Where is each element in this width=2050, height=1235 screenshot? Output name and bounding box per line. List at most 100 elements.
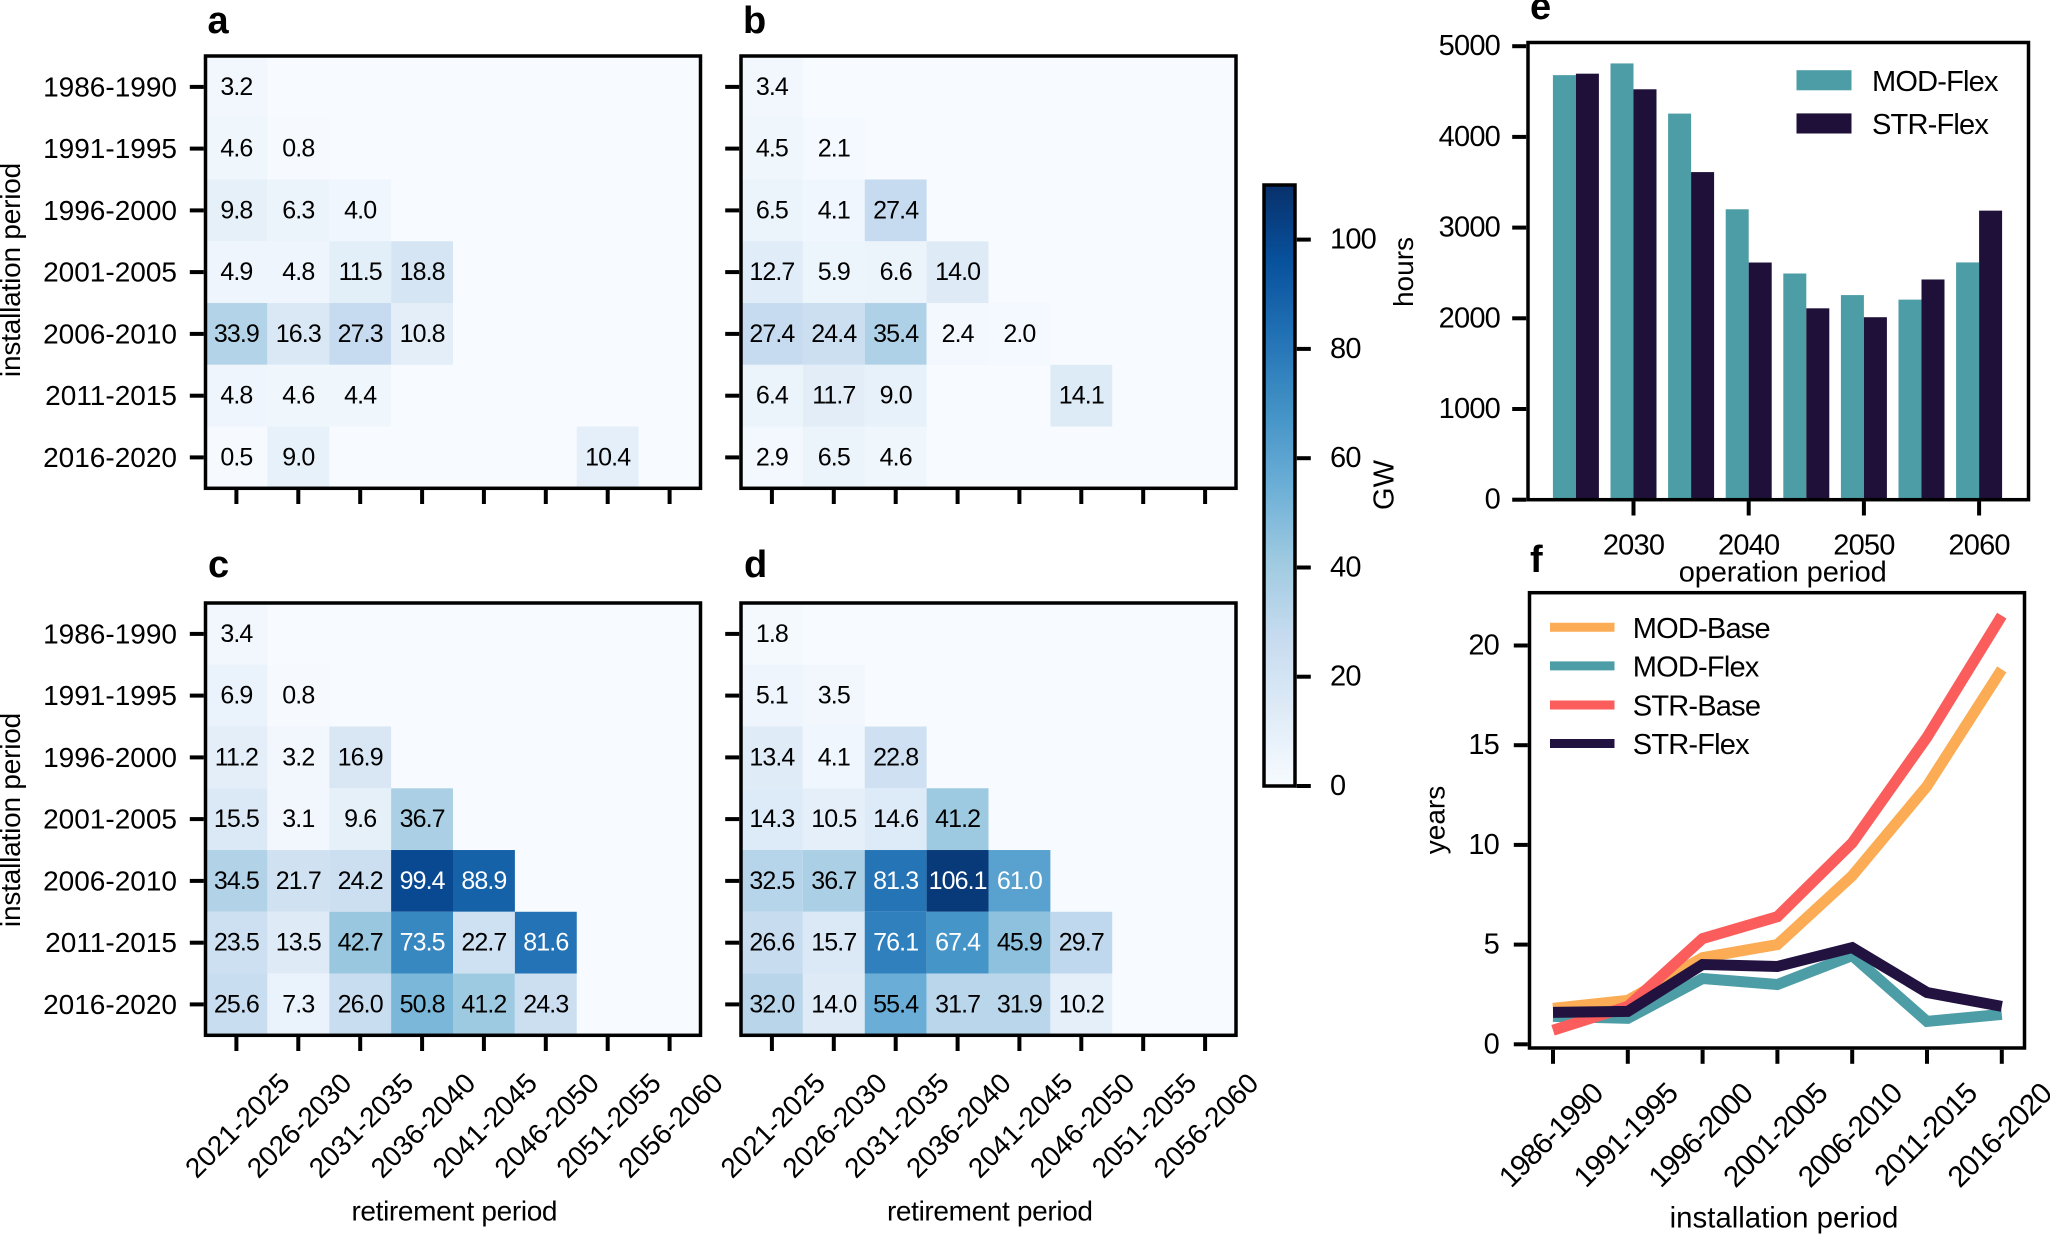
svg-text:1991-1995: 1991-1995 [43,133,177,164]
svg-text:14.0: 14.0 [811,990,856,1018]
svg-text:4.8: 4.8 [220,382,252,410]
svg-text:29.7: 29.7 [1059,929,1104,957]
svg-text:100: 100 [1330,224,1376,256]
svg-text:a: a [208,0,230,42]
svg-text:2030: 2030 [1603,530,1664,562]
svg-text:c: c [208,544,229,586]
svg-text:4.8: 4.8 [282,258,314,286]
svg-text:18.8: 18.8 [400,258,445,286]
svg-text:4.6: 4.6 [282,382,314,410]
svg-text:76.1: 76.1 [873,929,918,957]
svg-text:3.4: 3.4 [756,73,789,101]
svg-text:27.3: 27.3 [338,320,383,348]
svg-text:45.9: 45.9 [997,929,1042,957]
svg-text:25.6: 25.6 [214,990,259,1018]
svg-text:retirement period: retirement period [887,1196,1093,1227]
svg-text:67.4: 67.4 [935,929,981,957]
svg-text:3.5: 3.5 [818,682,850,710]
svg-text:22.7: 22.7 [461,929,506,957]
svg-text:0.8: 0.8 [282,135,314,163]
svg-text:22.8: 22.8 [873,743,918,771]
svg-text:35.4: 35.4 [873,320,919,348]
svg-text:32.5: 32.5 [749,867,794,895]
svg-text:34.5: 34.5 [214,867,259,895]
svg-text:73.5: 73.5 [400,929,445,957]
svg-text:6.3: 6.3 [282,196,314,224]
svg-text:5000: 5000 [1439,30,1500,62]
svg-text:16.9: 16.9 [338,743,383,771]
svg-text:15.5: 15.5 [214,805,259,833]
svg-text:5.1: 5.1 [756,682,788,710]
svg-text:6.5: 6.5 [756,196,788,224]
svg-text:2000: 2000 [1439,302,1500,334]
svg-text:14.1: 14.1 [1059,382,1104,410]
svg-text:4.0: 4.0 [344,196,376,224]
svg-text:20: 20 [1330,661,1361,693]
svg-text:33.9: 33.9 [214,320,259,348]
svg-text:4.1: 4.1 [818,743,850,771]
svg-text:20: 20 [1468,630,1499,662]
svg-text:15: 15 [1468,729,1499,761]
svg-text:6.9: 6.9 [220,682,252,710]
svg-text:9.0: 9.0 [282,443,314,471]
svg-text:26.6: 26.6 [749,929,794,957]
svg-text:6.4: 6.4 [756,382,789,410]
svg-text:60: 60 [1330,442,1361,474]
svg-text:retirement period: retirement period [351,1196,557,1227]
svg-text:24.3: 24.3 [523,990,568,1018]
svg-text:41.2: 41.2 [935,805,980,833]
svg-text:4.1: 4.1 [818,196,850,224]
svg-text:2.1: 2.1 [818,135,850,163]
svg-text:2006-2010: 2006-2010 [43,318,177,349]
svg-text:41.2: 41.2 [461,990,506,1018]
svg-text:2016-2020: 2016-2020 [43,442,177,473]
svg-text:2011-2015: 2011-2015 [45,927,177,958]
svg-text:42.7: 42.7 [338,929,383,957]
svg-text:31.7: 31.7 [935,990,980,1018]
svg-text:26.0: 26.0 [338,990,383,1018]
svg-text:12.7: 12.7 [749,258,794,286]
svg-text:81.3: 81.3 [873,867,918,895]
svg-text:3.4: 3.4 [220,620,253,648]
svg-text:9.0: 9.0 [880,382,912,410]
svg-text:9.6: 9.6 [344,805,376,833]
svg-text:9.8: 9.8 [220,196,252,224]
svg-text:36.7: 36.7 [811,867,856,895]
svg-text:1.8: 1.8 [756,620,788,648]
svg-text:3.1: 3.1 [282,805,314,833]
svg-text:5: 5 [1484,929,1499,961]
svg-text:2001-2005: 2001-2005 [43,257,177,288]
svg-text:32.0: 32.0 [749,990,794,1018]
svg-text:23.5: 23.5 [214,929,259,957]
svg-text:2060: 2060 [1948,530,2009,562]
svg-text:6.5: 6.5 [818,443,850,471]
svg-text:GW: GW [1369,459,1401,510]
svg-text:2011-2015: 2011-2015 [45,380,177,411]
svg-text:4.6: 4.6 [880,443,912,471]
svg-text:11.5: 11.5 [339,258,382,286]
svg-text:81.6: 81.6 [523,929,568,957]
svg-text:3000: 3000 [1439,212,1500,244]
svg-text:55.4: 55.4 [873,990,919,1018]
svg-text:31.9: 31.9 [997,990,1042,1018]
svg-text:years: years [1420,786,1451,854]
svg-text:0: 0 [1485,484,1500,516]
svg-text:2040: 2040 [1718,530,1779,562]
svg-text:operation period: operation period [1679,557,1887,589]
svg-text:14.6: 14.6 [873,805,918,833]
svg-text:11.7: 11.7 [812,382,855,410]
svg-text:5.9: 5.9 [818,258,850,286]
svg-text:0: 0 [1484,1028,1499,1060]
svg-text:1996-2000: 1996-2000 [43,195,177,226]
svg-text:2016-2020: 2016-2020 [43,989,177,1020]
svg-text:4000: 4000 [1439,121,1500,153]
svg-text:1996-2000: 1996-2000 [43,742,177,773]
svg-text:e: e [1530,0,1551,28]
svg-text:3.2: 3.2 [282,743,314,771]
svg-text:2.9: 2.9 [756,443,788,471]
svg-text:STR-Flex: STR-Flex [1872,109,1989,141]
svg-text:1986-1990: 1986-1990 [43,71,177,102]
svg-text:10: 10 [1468,829,1499,861]
svg-text:13.5: 13.5 [276,929,321,957]
svg-text:7.3: 7.3 [282,990,314,1018]
